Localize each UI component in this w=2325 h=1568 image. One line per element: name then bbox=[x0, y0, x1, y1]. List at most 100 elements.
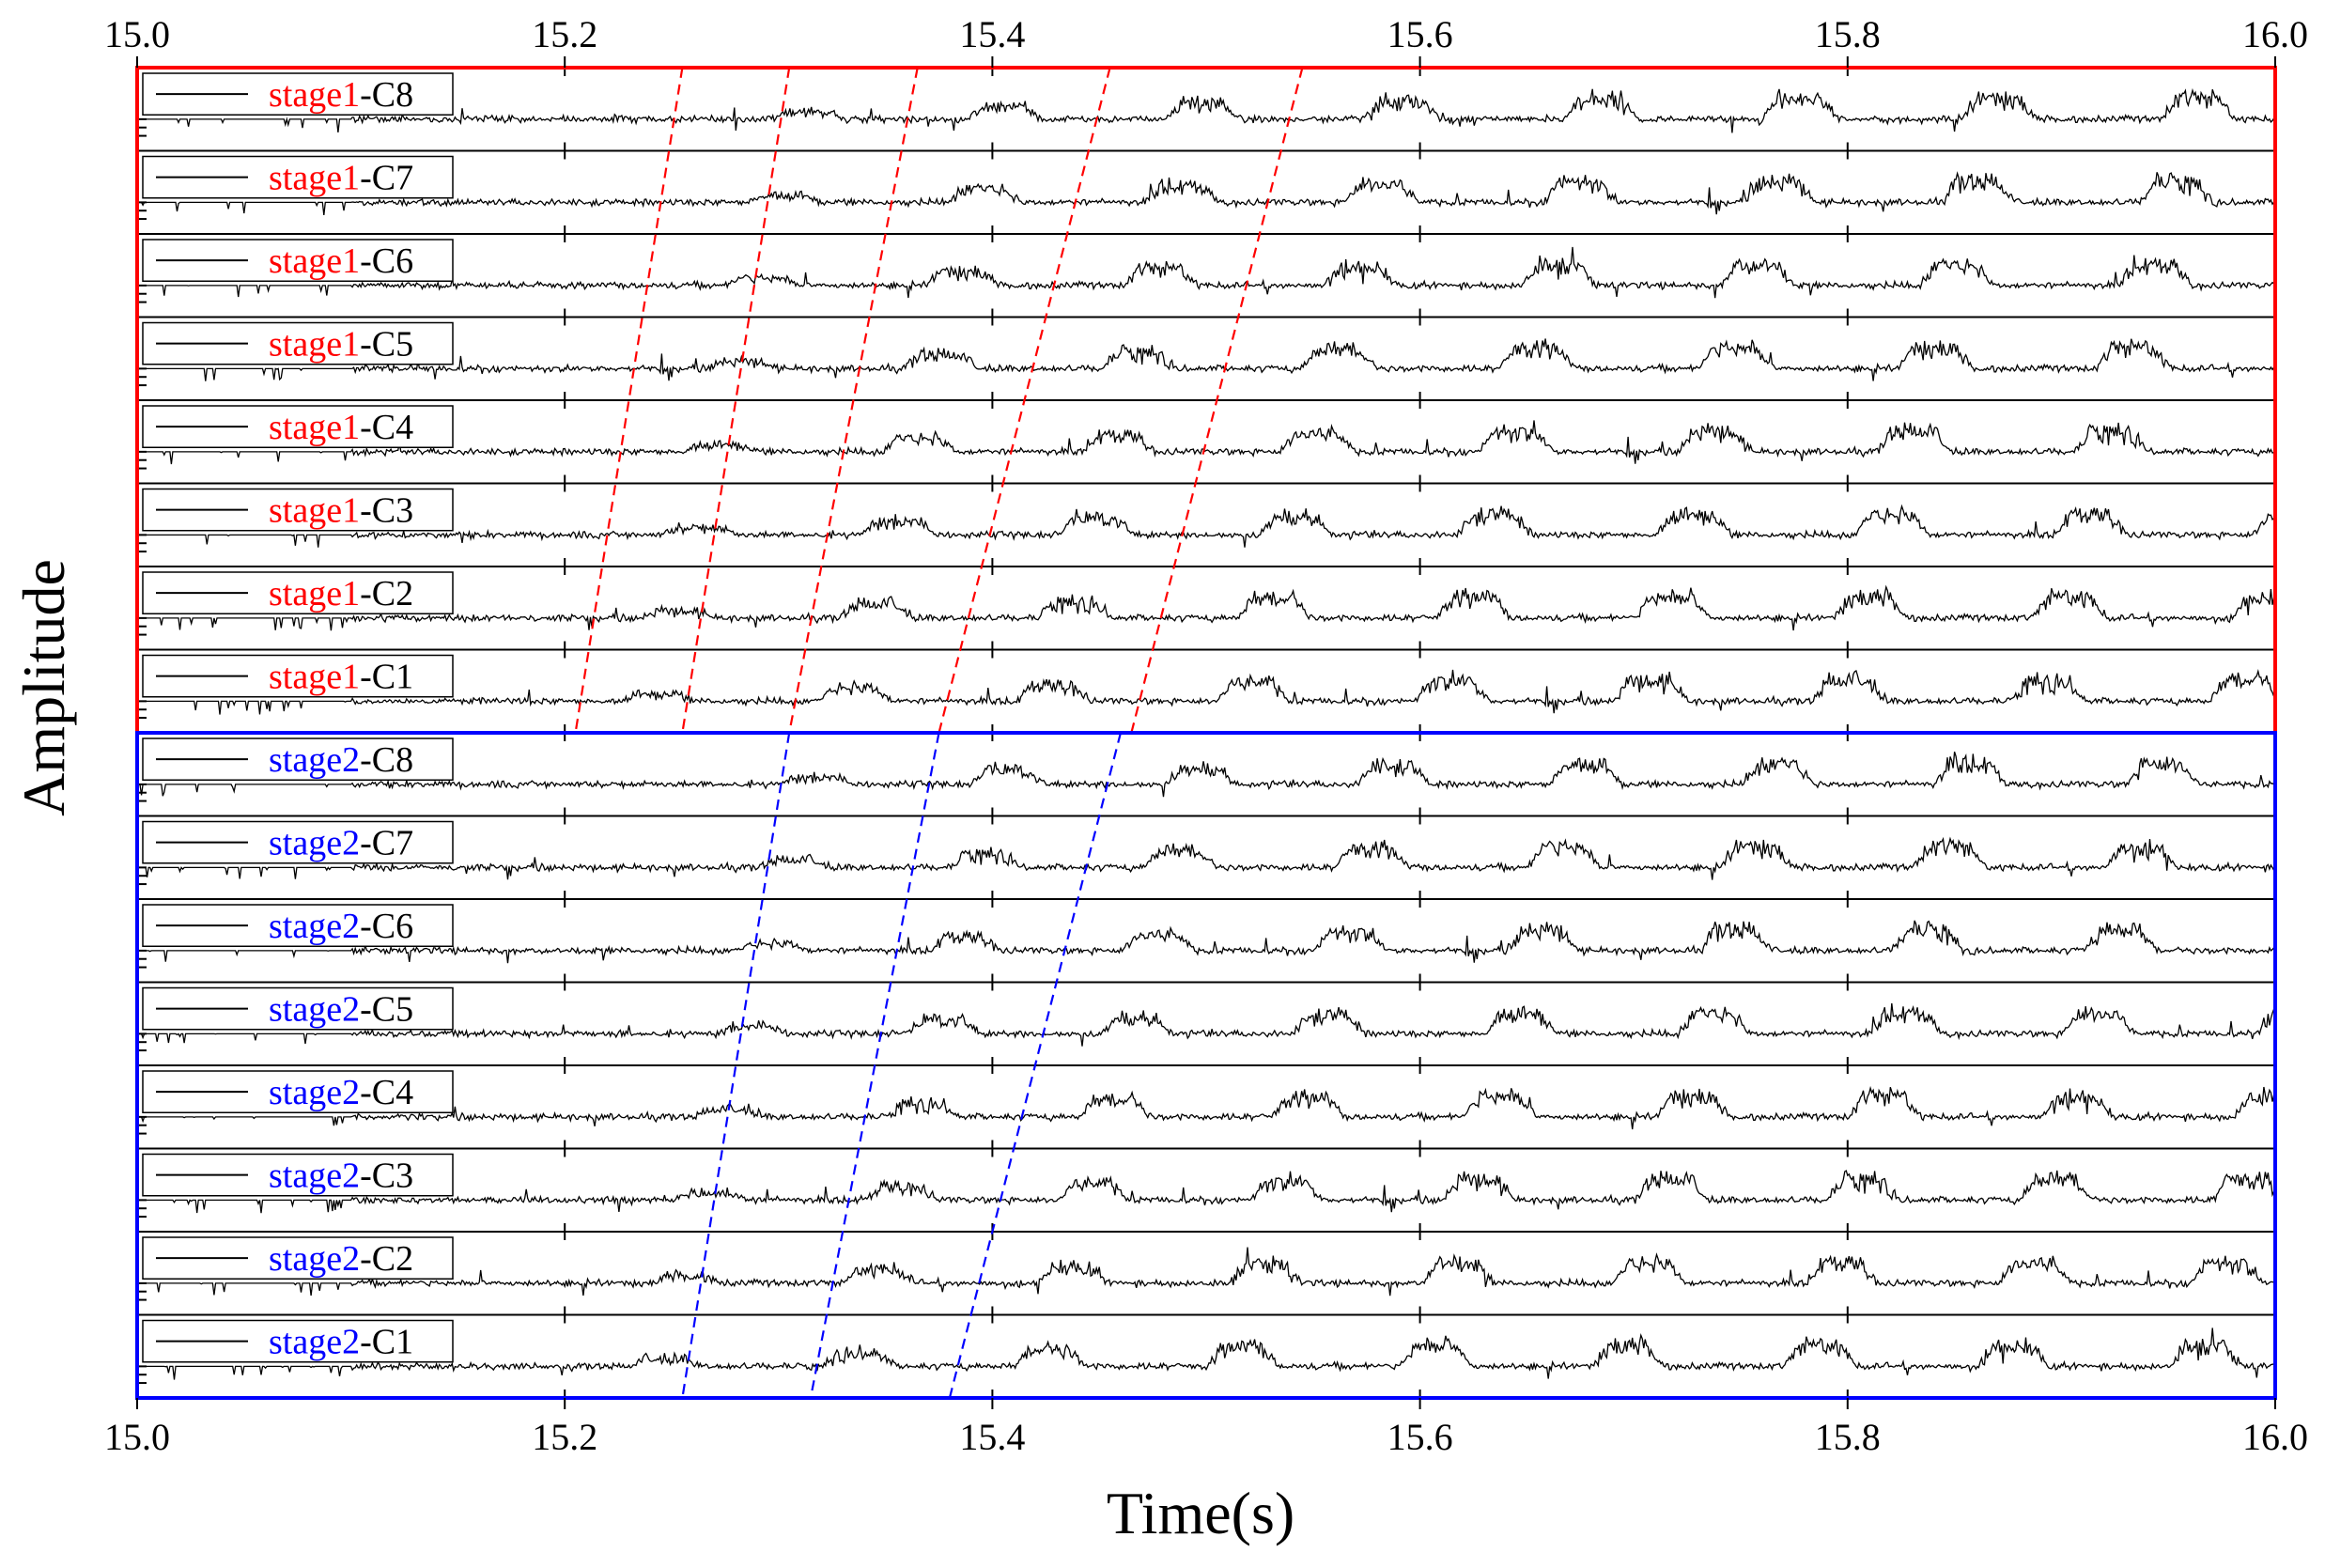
trace-stage2-C5 bbox=[137, 1002, 2276, 1047]
legend-label-stage1-C3: stage1-C3 bbox=[269, 491, 413, 531]
legend-channel-name: -C3 bbox=[360, 1157, 413, 1196]
legend-label-stage1-C1: stage1-C1 bbox=[269, 658, 413, 697]
legend-channel-name: -C7 bbox=[360, 159, 413, 198]
legend-channel-name: -C6 bbox=[360, 241, 413, 281]
legend-channel-name: -C5 bbox=[360, 990, 413, 1030]
stage-frames bbox=[135, 66, 2277, 1400]
panel-box bbox=[136, 1313, 2276, 1399]
legend-stage-name: stage2 bbox=[269, 1323, 360, 1362]
trace-stage1-C3 bbox=[137, 504, 2276, 548]
legend-label-stage2-C7: stage2-C7 bbox=[269, 824, 413, 863]
panel-box bbox=[136, 648, 2276, 734]
x-tick-label-bottom: 15.2 bbox=[532, 1416, 597, 1458]
propagation-lines bbox=[574, 67, 1304, 1399]
panel-box bbox=[136, 482, 2276, 567]
legend-stage-name: stage1 bbox=[269, 491, 360, 531]
legend-stage-name: stage1 bbox=[269, 241, 360, 281]
legend-label-stage2-C1: stage2-C1 bbox=[269, 1323, 413, 1362]
trace-stage1-C1 bbox=[137, 668, 2276, 715]
x-tick-label-bottom: 15.0 bbox=[104, 1416, 170, 1458]
trace-stage2-C4 bbox=[137, 1085, 2276, 1130]
frame-stage2 bbox=[135, 731, 2277, 1400]
panel-box bbox=[136, 815, 2276, 900]
legend-label-stage2-C2: stage2-C2 bbox=[269, 1239, 413, 1279]
x-tick-label-bottom: 16.0 bbox=[2242, 1416, 2308, 1458]
panel-box bbox=[136, 1064, 2276, 1150]
x-tick-label-bottom: 15.8 bbox=[1815, 1416, 1881, 1458]
legend-channel-name: -C3 bbox=[360, 491, 413, 531]
panel-box bbox=[136, 149, 2276, 235]
legend-label-stage2-C6: stage2-C6 bbox=[269, 907, 413, 946]
legend-stage-name: stage2 bbox=[269, 824, 360, 863]
legend-label-stage2-C4: stage2-C4 bbox=[269, 1073, 413, 1112]
legend-channel-name: -C2 bbox=[360, 574, 413, 613]
x-tick-label-top: 16.0 bbox=[2242, 13, 2308, 55]
legend-stage-name: stage2 bbox=[269, 907, 360, 946]
trace-stage2-C7 bbox=[137, 836, 2276, 880]
legend-label-stage1-C7: stage1-C7 bbox=[269, 159, 413, 198]
legend-channel-name: -C5 bbox=[360, 325, 413, 365]
legend-channel-name: -C2 bbox=[360, 1239, 413, 1279]
propagation-line-stage2 bbox=[948, 732, 1123, 1399]
legend-label-stage1-C6: stage1-C6 bbox=[269, 241, 413, 281]
trace-stage2-C3 bbox=[137, 1170, 2276, 1214]
trace-stage1-C2 bbox=[137, 584, 2276, 631]
propagation-line-stage1 bbox=[788, 67, 919, 734]
legend-channel-name: -C1 bbox=[360, 1323, 413, 1362]
legend-label-stage1-C5: stage1-C5 bbox=[269, 325, 413, 365]
legend-label-stage2-C8: stage2-C8 bbox=[269, 740, 413, 780]
legend-label-stage1-C4: stage1-C4 bbox=[269, 408, 413, 447]
x-axis-title: Time(s) bbox=[1107, 1480, 1294, 1546]
legend-channel-name: -C8 bbox=[360, 740, 413, 780]
panel-box bbox=[136, 399, 2276, 485]
legend-stage-name: stage2 bbox=[269, 1073, 360, 1112]
legend-label-stage1-C2: stage1-C2 bbox=[269, 574, 413, 613]
propagation-line-stage1 bbox=[574, 67, 684, 734]
legend-box bbox=[142, 571, 454, 614]
x-tick-label-top: 15.2 bbox=[532, 13, 597, 55]
panel-box bbox=[136, 566, 2276, 651]
legend-channel-name: -C4 bbox=[360, 1073, 413, 1112]
legend-stage-name: stage2 bbox=[269, 990, 360, 1030]
panel-box bbox=[136, 981, 2276, 1066]
panel-box bbox=[136, 233, 2276, 318]
panel-box bbox=[136, 1147, 2276, 1233]
x-tick-label-top: 15.8 bbox=[1815, 13, 1881, 55]
propagation-line-stage2 bbox=[809, 732, 940, 1399]
legend-stage-name: stage1 bbox=[269, 325, 360, 365]
legend-stage-name: stage2 bbox=[269, 1157, 360, 1196]
trace-stage2-C1 bbox=[137, 1327, 2276, 1380]
panel-box bbox=[136, 316, 2276, 401]
x-tick-label-top: 15.6 bbox=[1387, 13, 1453, 55]
legend-stage-name: stage1 bbox=[269, 574, 360, 613]
legend-label-stage1-C8: stage1-C8 bbox=[269, 75, 413, 115]
legend-stage-name: stage2 bbox=[269, 740, 360, 780]
trace-stage2-C6 bbox=[137, 920, 2276, 964]
trace-stage1-C4 bbox=[137, 420, 2276, 465]
trace-stage2-C8 bbox=[137, 752, 2276, 798]
legend-channel-name: -C4 bbox=[360, 408, 413, 447]
legend-channel-name: -C7 bbox=[360, 824, 413, 863]
trace-stage1-C7 bbox=[137, 171, 2276, 215]
panel-box bbox=[136, 67, 2276, 152]
y-axis-title: Amplitude bbox=[10, 559, 77, 816]
x-tick-label-top: 15.4 bbox=[959, 13, 1025, 55]
propagation-line-stage1 bbox=[681, 67, 791, 734]
legend-stage-name: stage1 bbox=[269, 408, 360, 447]
trace-stage1-C5 bbox=[137, 338, 2276, 381]
legend-stage-name: stage1 bbox=[269, 658, 360, 697]
legend-label-stage2-C3: stage2-C3 bbox=[269, 1157, 413, 1196]
legend-channel-name: -C1 bbox=[360, 658, 413, 697]
x-tick-label-bottom: 15.6 bbox=[1387, 1416, 1453, 1458]
x-tick-label-bottom: 15.4 bbox=[959, 1416, 1025, 1458]
x-tick-label-top: 15.0 bbox=[104, 13, 170, 55]
legend-label-stage2-C5: stage2-C5 bbox=[269, 990, 413, 1030]
trace-stage1-C6 bbox=[137, 246, 2276, 299]
legend-stage-name: stage2 bbox=[269, 1239, 360, 1279]
propagation-line-stage1 bbox=[938, 67, 1111, 734]
panel-box bbox=[136, 1231, 2276, 1316]
legend-stage-name: stage1 bbox=[269, 75, 360, 115]
legend-channel-name: -C8 bbox=[360, 75, 413, 115]
channel-legends: stage1-C8stage1-C7stage1-C6stage1-C5stag… bbox=[142, 72, 454, 1363]
propagation-line-stage1 bbox=[1130, 67, 1304, 734]
